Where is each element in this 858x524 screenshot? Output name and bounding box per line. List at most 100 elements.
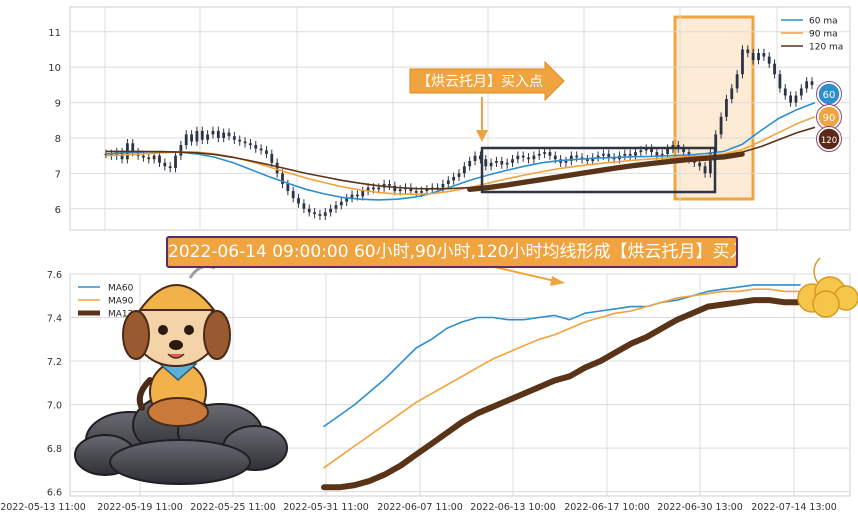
candle-body xyxy=(425,189,429,192)
legend-label-ma60-line: 60 ma xyxy=(809,17,838,27)
candle-body xyxy=(591,157,595,161)
bottom-x-tick-label: 2022-06-17 10:00 xyxy=(564,502,650,513)
candle-body xyxy=(222,132,226,138)
candle-body xyxy=(478,155,482,160)
bottom-ma60-line xyxy=(323,284,801,428)
candle-body xyxy=(232,136,236,140)
bottom-x-tick-label: 2022-07-14 13:00 xyxy=(751,502,837,513)
candle-body xyxy=(489,162,493,167)
candle-body xyxy=(152,155,156,160)
candle-body xyxy=(168,166,172,169)
candle-body xyxy=(275,162,279,174)
candle-body xyxy=(227,132,231,137)
candle-body xyxy=(441,183,445,188)
candle-body xyxy=(372,187,375,190)
top-y-tick-label: 10 xyxy=(48,63,61,74)
candle-body xyxy=(511,159,514,163)
candle-body xyxy=(564,160,568,163)
candle-body xyxy=(468,160,472,167)
candle-body xyxy=(281,173,284,184)
legend-label-ma90-line: 90 ma xyxy=(809,30,838,40)
candle-body xyxy=(495,160,498,163)
candle-body xyxy=(302,203,306,209)
candle-body xyxy=(548,152,552,156)
candle-body xyxy=(682,148,686,153)
candle-body xyxy=(104,153,108,156)
bottom-x-tick-label: 2022-06-07 11:00 xyxy=(377,502,463,513)
candle-body xyxy=(355,194,359,197)
bottom-ma90-line xyxy=(323,288,801,469)
candle-body xyxy=(810,81,814,85)
dog-ear-left xyxy=(122,310,150,360)
candle-body xyxy=(318,214,322,216)
dog-eye-left xyxy=(158,325,168,335)
candle-body xyxy=(575,155,579,158)
candle-body xyxy=(607,153,611,158)
candle-body xyxy=(650,148,653,153)
candle-body xyxy=(757,53,760,61)
candle-body xyxy=(698,162,702,167)
candle-body xyxy=(612,157,616,160)
candle-body xyxy=(730,88,734,100)
candle-body xyxy=(623,153,627,156)
candle-body xyxy=(131,143,135,153)
candle-body xyxy=(719,116,723,135)
candle-body xyxy=(323,212,327,216)
candle-body xyxy=(174,155,177,169)
cartoon-dog-on-cloud-icon xyxy=(74,264,288,485)
candle-body xyxy=(644,148,648,151)
candle-body xyxy=(179,145,183,156)
candle-body xyxy=(789,95,793,103)
dog-ear-right xyxy=(203,310,231,360)
legend-label-ma120-line: 120 ma xyxy=(809,43,843,53)
candle-body xyxy=(446,180,450,184)
candle-body xyxy=(158,155,161,163)
moon-and-cloud-icon xyxy=(797,257,858,318)
top-y-tick-label: 8 xyxy=(55,134,61,145)
buy-point-banner: 2022-06-14 09:00:00 60小时,90小时,120小时均线形成【… xyxy=(166,236,738,268)
candle-body xyxy=(484,159,488,167)
bottom-ma120-line xyxy=(321,297,803,491)
candle-body xyxy=(762,53,766,57)
candle-body xyxy=(211,130,215,135)
badge-120-ring xyxy=(816,126,842,152)
candle-body xyxy=(291,191,295,199)
dog-nose xyxy=(169,340,183,350)
candle-body xyxy=(366,187,370,192)
candle-body xyxy=(163,162,167,167)
candle-body xyxy=(457,173,461,177)
top-y-tick-label: 6 xyxy=(55,205,61,216)
candle-body xyxy=(735,74,739,89)
candle-body xyxy=(585,159,589,161)
candle-body xyxy=(388,183,391,186)
dog-skirt xyxy=(147,397,209,427)
candle-body xyxy=(206,134,210,140)
candle-body xyxy=(190,134,193,142)
candle-body xyxy=(527,157,530,160)
candle-body xyxy=(286,183,290,192)
candle-body xyxy=(345,198,349,202)
badge-90-label: 90 xyxy=(823,113,836,124)
candle-body xyxy=(200,130,204,140)
candle-body xyxy=(409,187,413,192)
bottom-legend-label-1: MA90 xyxy=(108,297,134,307)
candle-body xyxy=(462,166,466,174)
candle-body xyxy=(708,152,712,174)
bottom-y-tick-label: 7.4 xyxy=(47,314,62,325)
bottom-y-tick-label: 7.0 xyxy=(47,401,62,412)
dog-eye-right xyxy=(184,325,194,335)
candle-body xyxy=(505,162,509,165)
candle-body xyxy=(639,150,643,153)
candle-body xyxy=(297,198,300,204)
candle-body xyxy=(420,191,423,193)
candle-body xyxy=(532,155,536,160)
candle-body xyxy=(243,141,247,144)
bottom-y-tick-label: 7.6 xyxy=(47,270,62,281)
candle-body xyxy=(773,63,776,75)
candle-body xyxy=(767,56,771,64)
candle-body xyxy=(361,191,365,197)
buy-point-label: 【烘云托月】买入点 xyxy=(417,74,543,90)
candle-body xyxy=(259,148,263,151)
bottom-x-tick-label: 2022-05-25 11:00 xyxy=(190,502,276,513)
